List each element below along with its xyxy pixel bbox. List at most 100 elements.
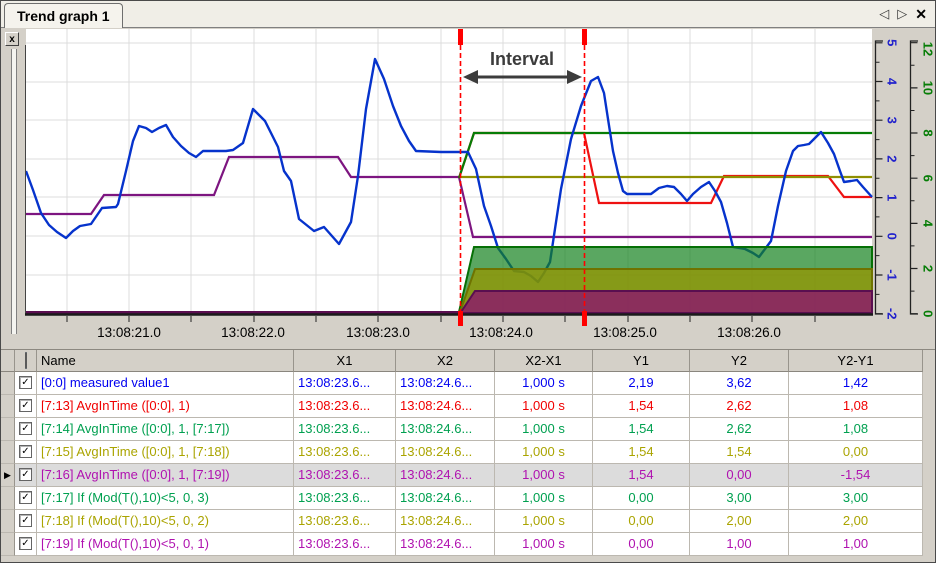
tab-next-icon[interactable]: ▷ bbox=[897, 6, 908, 21]
y2-value: 1,54 bbox=[690, 441, 789, 464]
table-row-selected[interactable]: ▶ ✓ [7:16] AvgInTime ([0:0], 1, [7:19]) … bbox=[1, 464, 923, 487]
table-row[interactable]: ✓ [7:15] AvgInTime ([0:0], 1, [7:18]) 13… bbox=[1, 441, 923, 464]
table-row[interactable]: ✓ [7:17] If (Mod(T(),10)<5, 0, 3) 13:08:… bbox=[1, 487, 923, 510]
table-row[interactable]: ✓ [7:14] AvgInTime ([0:0], 1, [7:17]) 13… bbox=[1, 418, 923, 441]
row-visibility-checkbox[interactable]: ✓ bbox=[15, 418, 37, 441]
trend-chart[interactable]: 13:08:21.0 13:08:22.0 13:08:23.0 13:08:2… bbox=[1, 29, 936, 346]
cursor-x1[interactable] bbox=[458, 29, 463, 326]
x2-value: 13:08:24.6... bbox=[396, 418, 495, 441]
checkbox-icon: ✓ bbox=[19, 376, 32, 389]
series-avg-purple-line bbox=[26, 155, 872, 239]
y-axis-blue-major-ticks bbox=[875, 42, 883, 315]
y-blue-label: -2 bbox=[885, 308, 900, 320]
x2-value: 13:08:24.6... bbox=[396, 395, 495, 418]
dy-value: 3,00 bbox=[789, 487, 923, 510]
curve-name: [7:17] If (Mod(T(),10)<5, 0, 3) bbox=[37, 487, 294, 510]
row-visibility-checkbox[interactable]: ✓ bbox=[15, 533, 37, 556]
row-visibility-checkbox[interactable]: ✓ bbox=[15, 441, 37, 464]
header-name[interactable]: Name bbox=[37, 350, 294, 372]
row-marker-cell bbox=[1, 441, 15, 464]
header-visibility-cell[interactable] bbox=[15, 350, 37, 372]
curve-list-close-button[interactable]: x bbox=[5, 32, 19, 46]
y2-value: 2,00 bbox=[690, 510, 789, 533]
y-axis-green-major-ticks bbox=[910, 42, 918, 315]
y-blue-label: 3 bbox=[885, 117, 900, 124]
series-avg-green-line bbox=[457, 131, 872, 179]
row-visibility-checkbox[interactable]: ✓ bbox=[15, 372, 37, 395]
tab-trend-graph-1[interactable]: Trend graph 1 bbox=[4, 3, 123, 28]
checkbox-icon: ✓ bbox=[19, 422, 32, 435]
tab-title: Trend graph 1 bbox=[17, 8, 110, 24]
y-axis-blue-minor-ticks bbox=[875, 61, 880, 295]
cursor-x1-top-handle[interactable] bbox=[458, 29, 463, 45]
curve-name: [0:0] measured value1 bbox=[37, 372, 294, 395]
row-visibility-checkbox[interactable]: ✓ bbox=[15, 395, 37, 418]
cursor-x2-bottom-handle[interactable] bbox=[582, 311, 587, 326]
header-marker-cell bbox=[1, 350, 15, 372]
curve-name: [7:14] AvgInTime ([0:0], 1, [7:17]) bbox=[37, 418, 294, 441]
cursor-x1-bottom-handle[interactable] bbox=[458, 311, 463, 326]
x-tick-label: 13:08:23.0 bbox=[346, 325, 410, 340]
dx-value: 1,000 s bbox=[495, 464, 593, 487]
y-green-label: 0 bbox=[921, 310, 936, 317]
y1-value: 0,00 bbox=[593, 510, 690, 533]
table-row[interactable]: ✓ [7:18] If (Mod(T(),10)<5, 0, 2) 13:08:… bbox=[1, 510, 923, 533]
header-y2[interactable]: Y2 bbox=[690, 350, 789, 372]
curve-grid: Name X1 X2 X2-X1 Y1 Y2 Y2-Y1 ✓ [0:0] mea… bbox=[1, 350, 923, 556]
y-green-label: 12 bbox=[921, 42, 936, 56]
dy-value: 2,00 bbox=[789, 510, 923, 533]
y1-value: 0,00 bbox=[593, 487, 690, 510]
y-blue-label: 1 bbox=[885, 194, 900, 201]
dy-value: 1,00 bbox=[789, 533, 923, 556]
x1-value: 13:08:23.6... bbox=[294, 395, 396, 418]
cursor-x2[interactable] bbox=[582, 29, 587, 326]
x2-value: 13:08:24.6... bbox=[396, 510, 495, 533]
monitor-icon bbox=[24, 352, 27, 369]
y2-value: 2,62 bbox=[690, 418, 789, 441]
x1-value: 13:08:23.6... bbox=[294, 464, 396, 487]
row-marker-cell bbox=[1, 487, 15, 510]
y1-value: 1,54 bbox=[593, 441, 690, 464]
table-row[interactable]: ✓ [7:13] AvgInTime ([0:0], 1) 13:08:23.6… bbox=[1, 395, 923, 418]
tab-bar: Trend graph 1 ◁ ▷ ✕ bbox=[1, 1, 935, 28]
y-blue-label: 0 bbox=[885, 233, 900, 240]
header-x1[interactable]: X1 bbox=[294, 350, 396, 372]
y-green-label: 6 bbox=[921, 175, 936, 182]
cursor-x2-top-handle[interactable] bbox=[582, 29, 587, 45]
row-visibility-checkbox[interactable]: ✓ bbox=[15, 487, 37, 510]
header-y2-y1[interactable]: Y2-Y1 bbox=[789, 350, 923, 372]
row-marker-cell bbox=[1, 533, 15, 556]
table-row[interactable]: ✓ [0:0] measured value1 13:08:23.6... 13… bbox=[1, 372, 923, 395]
y1-value: 2,19 bbox=[593, 372, 690, 395]
x-tick-label: 13:08:26.0 bbox=[717, 325, 781, 340]
vertical-splitter[interactable] bbox=[11, 49, 17, 334]
arrow-left-head bbox=[463, 70, 478, 84]
x2-value: 13:08:24.6... bbox=[396, 487, 495, 510]
x-tick-label: 13:08:22.0 bbox=[221, 325, 285, 340]
dx-value: 1,000 s bbox=[495, 395, 593, 418]
y1-value: 1,54 bbox=[593, 395, 690, 418]
tab-prev-icon[interactable]: ◁ bbox=[879, 6, 890, 21]
y1-value: 1,54 bbox=[593, 418, 690, 441]
arrow-right-head bbox=[567, 70, 582, 84]
row-marker-cell: ▶ bbox=[1, 464, 15, 487]
header-x2-x1[interactable]: X2-X1 bbox=[495, 350, 593, 372]
header-y1[interactable]: Y1 bbox=[593, 350, 690, 372]
dx-value: 1,000 s bbox=[495, 372, 593, 395]
curve-table: Name X1 X2 X2-X1 Y1 Y2 Y2-Y1 ✓ [0:0] mea… bbox=[1, 349, 935, 562]
header-x2[interactable]: X2 bbox=[396, 350, 495, 372]
curve-name: [7:15] AvgInTime ([0:0], 1, [7:18]) bbox=[37, 441, 294, 464]
dx-value: 1,000 s bbox=[495, 418, 593, 441]
table-row[interactable]: ✓ [7:19] If (Mod(T(),10)<5, 0, 1) 13:08:… bbox=[1, 533, 923, 556]
row-visibility-checkbox[interactable]: ✓ bbox=[15, 464, 37, 487]
x1-value: 13:08:23.6... bbox=[294, 418, 396, 441]
checkbox-icon: ✓ bbox=[19, 514, 32, 527]
y1-value: 0,00 bbox=[593, 533, 690, 556]
y-green-label: 4 bbox=[921, 220, 936, 228]
close-icon[interactable]: ✕ bbox=[915, 6, 927, 22]
dy-value: -1,54 bbox=[789, 464, 923, 487]
y2-value: 3,00 bbox=[690, 487, 789, 510]
x2-value: 13:08:24.6... bbox=[396, 372, 495, 395]
row-visibility-checkbox[interactable]: ✓ bbox=[15, 510, 37, 533]
